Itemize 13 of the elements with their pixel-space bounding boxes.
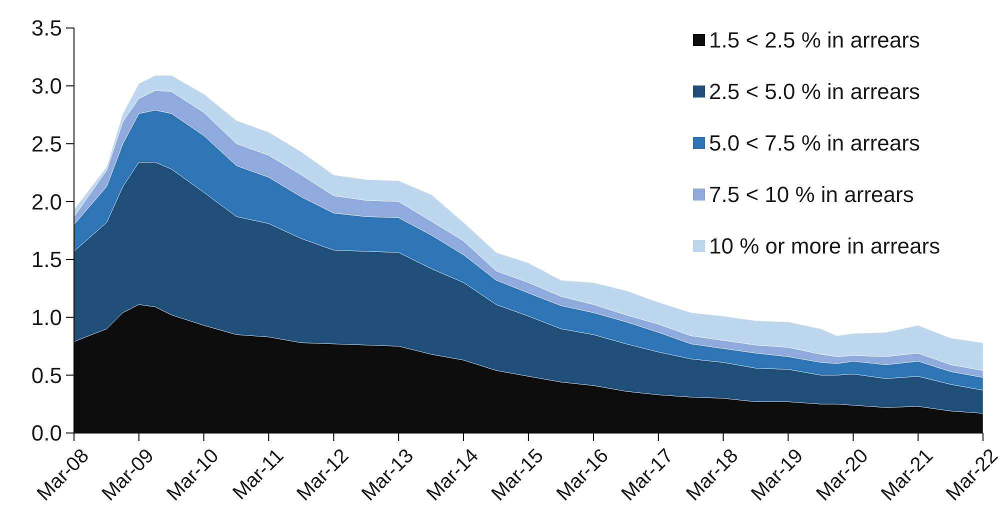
y-tick-label: 2.5: [31, 131, 62, 156]
y-tick-label: 1.5: [31, 247, 62, 272]
legend-label: 5.0 < 7.5 % in arrears: [709, 130, 920, 156]
y-tick-label: 2.0: [31, 189, 62, 214]
legend-label: 7.5 < 10 % in arrears: [709, 182, 914, 208]
legend-label: 2.5 < 5.0 % in arrears: [709, 79, 920, 104]
legend-label: 10 % or more in arrears: [709, 234, 940, 259]
y-tick-label: 3.0: [31, 74, 62, 99]
y-tick-label: 0.0: [31, 420, 62, 446]
y-tick-label: 3.5: [31, 16, 62, 41]
legend-label: 1.5 < 2.5 % in arrears: [709, 28, 920, 53]
y-tick-label: 0.5: [31, 362, 62, 388]
y-tick-label: 1.0: [31, 304, 62, 330]
